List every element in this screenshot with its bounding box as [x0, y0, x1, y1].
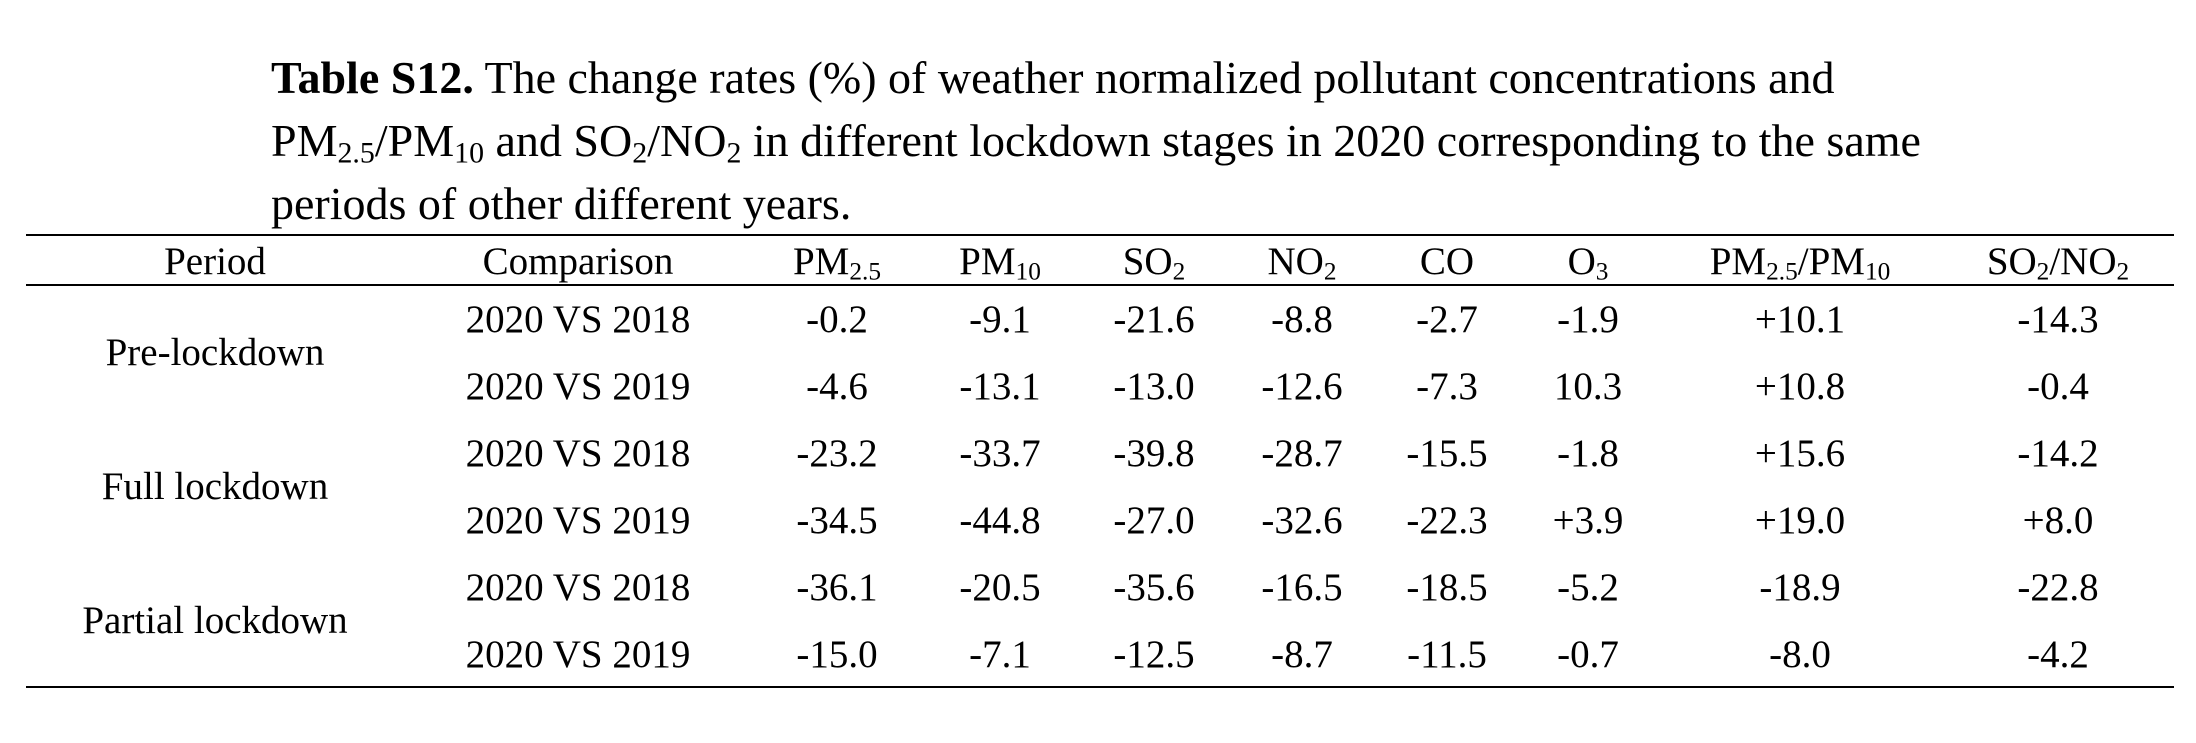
caption-text: in different lockdown stages in 2020 cor…: [271, 115, 1921, 229]
table-caption: Table S12. The change rates (%) of weath…: [271, 46, 1991, 235]
cell-pm-ratio: +10.1: [1754, 298, 1846, 341]
header-no2-base: NO: [1267, 240, 1324, 283]
cell-so2: -12.5: [1113, 633, 1195, 676]
header-no2-sub: 2: [1323, 257, 1337, 286]
caption-label: Table S12.: [271, 52, 474, 103]
cell-o3: +3.9: [1552, 499, 1624, 542]
caption-text: The change rates (%) of weather normaliz…: [271, 52, 1835, 166]
cell-so-ratio: -0.4: [2027, 365, 2089, 408]
header-co: CO: [1419, 240, 1475, 283]
cell-so-ratio: +8.0: [2022, 499, 2094, 542]
cell-comparison: 2020 VS 2019: [465, 499, 691, 542]
cell-pm-ratio: -8.0: [1769, 633, 1831, 676]
cell-pm10: -13.1: [959, 365, 1041, 408]
cell-o3: 10.3: [1553, 365, 1623, 408]
cell-pm10: -9.1: [969, 298, 1031, 341]
cell-so-ratio: -14.2: [2017, 432, 2099, 475]
header-so-ratio-part: SO: [1986, 240, 2037, 283]
cell-so2: -39.8: [1113, 432, 1195, 475]
cell-no2: -16.5: [1261, 566, 1343, 609]
cell-pm25: -36.1: [796, 566, 878, 609]
header-comparison: Comparison: [482, 240, 674, 283]
cell-co: -15.5: [1406, 432, 1488, 475]
header-pm-ratio-part: /PM: [1797, 240, 1865, 283]
header-so2-base: SO: [1122, 240, 1173, 283]
header-pm10-base: PM: [959, 240, 1016, 283]
cell-pm10: -33.7: [959, 432, 1041, 475]
header-pm-ratio-sub: 2.5: [1766, 257, 1798, 286]
header-so-ratio: SO2/NO2: [1987, 240, 2129, 284]
period-label: Partial lockdown: [82, 599, 348, 642]
cell-pm-ratio: +10.8: [1754, 365, 1846, 408]
header-pm25-base: PM: [792, 240, 850, 283]
cell-pm10: -20.5: [959, 566, 1041, 609]
period-label: Pre-lockdown: [105, 331, 325, 374]
cell-co: -2.7: [1416, 298, 1478, 341]
period-label: Full lockdown: [101, 465, 329, 508]
table-bottom-rule: [26, 686, 2174, 688]
header-so-ratio-sub: 2: [2036, 257, 2050, 286]
cell-comparison: 2020 VS 2018: [465, 566, 691, 609]
header-pm25-sub: 2.5: [849, 257, 882, 286]
header-so2: SO2: [1123, 240, 1186, 284]
cell-comparison: 2020 VS 2019: [465, 633, 691, 676]
caption-text: /PM: [374, 115, 455, 166]
header-pm10: PM10: [959, 240, 1041, 284]
cell-o3: -1.8: [1557, 432, 1619, 475]
header-pm-ratio-part: PM: [1709, 240, 1767, 283]
cell-comparison: 2020 VS 2019: [465, 365, 691, 408]
cell-co: -11.5: [1407, 633, 1487, 676]
table-top-rule: [26, 234, 2174, 236]
cell-co: -18.5: [1406, 566, 1488, 609]
cell-comparison: 2020 VS 2018: [465, 298, 691, 341]
cell-no2: -12.6: [1261, 365, 1343, 408]
cell-so2: -13.0: [1113, 365, 1195, 408]
cell-comparison: 2020 VS 2018: [465, 432, 691, 475]
cell-pm10: -7.1: [969, 633, 1031, 676]
header-pm-ratio-sub: 10: [1864, 257, 1891, 286]
cell-so2: -21.6: [1113, 298, 1195, 341]
cell-no2: -32.6: [1261, 499, 1343, 542]
cell-pm25: -15.0: [796, 633, 878, 676]
cell-so-ratio: -14.3: [2017, 298, 2099, 341]
header-pm-ratio: PM2.5/PM10: [1710, 240, 1891, 284]
cell-so2: -27.0: [1113, 499, 1195, 542]
cell-pm25: -23.2: [796, 432, 878, 475]
cell-o3: -0.7: [1557, 633, 1619, 676]
cell-pm25: -4.6: [806, 365, 868, 408]
cell-pm10: -44.8: [959, 499, 1041, 542]
header-o3: O3: [1568, 240, 1609, 284]
cell-so-ratio: -22.8: [2017, 566, 2099, 609]
header-so-ratio-sub: 2: [2116, 257, 2130, 286]
header-o3-base: O: [1567, 240, 1596, 283]
cell-no2: -28.7: [1261, 432, 1343, 475]
cell-pm-ratio: +15.6: [1754, 432, 1846, 475]
header-so-ratio-part: /NO: [2049, 240, 2117, 283]
table-header-rule: [26, 284, 2174, 286]
cell-co: -22.3: [1406, 499, 1488, 542]
caption-sub: 10: [454, 136, 485, 170]
cell-pm-ratio: +19.0: [1754, 499, 1846, 542]
cell-pm25: -34.5: [796, 499, 878, 542]
cell-pm25: -0.2: [806, 298, 868, 341]
caption-sub: 2: [726, 136, 742, 170]
caption-text: and SO: [484, 115, 633, 166]
header-o3-sub: 3: [1595, 257, 1609, 286]
cell-no2: -8.8: [1271, 298, 1333, 341]
header-so2-sub: 2: [1172, 257, 1186, 286]
cell-co: -7.3: [1416, 365, 1478, 408]
caption-text: /NO: [647, 115, 727, 166]
cell-o3: -5.2: [1557, 566, 1619, 609]
caption-sub: 2: [632, 136, 648, 170]
header-no2: NO2: [1267, 240, 1336, 284]
cell-pm-ratio: -18.9: [1759, 566, 1841, 609]
header-pm10-sub: 10: [1015, 257, 1041, 286]
header-period: Period: [164, 240, 266, 283]
cell-so2: -35.6: [1113, 566, 1195, 609]
header-pm25: PM2.5: [793, 240, 881, 284]
cell-so-ratio: -4.2: [2027, 633, 2089, 676]
cell-o3: -1.9: [1557, 298, 1619, 341]
cell-no2: -8.7: [1271, 633, 1333, 676]
caption-sub: 2.5: [337, 136, 375, 170]
